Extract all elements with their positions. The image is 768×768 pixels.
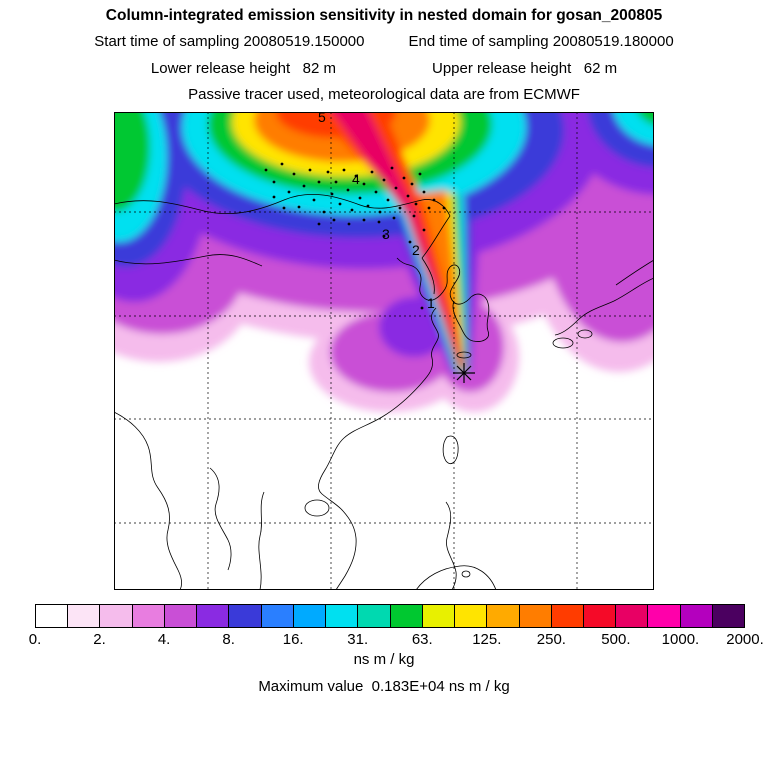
colorbar-tick: 0. — [28, 631, 42, 648]
colorbar-segment — [164, 605, 198, 627]
max-value-label: Maximum value 0.183E+04 ns m / kg — [258, 678, 510, 695]
colorbar-tick: 63. — [411, 631, 433, 648]
sensitivity-map: 1 2 3 4 5 — [114, 112, 654, 590]
colorbar-tick: 2000. — [726, 631, 764, 648]
colorbar-segment — [229, 605, 262, 627]
colorbar-segment — [197, 605, 230, 627]
coastlines — [114, 194, 654, 590]
page-title: Column-integrated emission sensitivity i… — [105, 7, 663, 24]
map-frame — [114, 112, 654, 590]
colorbar-tick: 31. — [347, 631, 369, 648]
colorbar-segment — [680, 605, 713, 627]
colorbar-segment — [132, 605, 165, 627]
colorbar-segment — [100, 605, 133, 627]
colorbar-tick: 1000. — [661, 631, 700, 648]
end-time-label: End time of sampling 20080519.180000 — [408, 33, 674, 50]
colorbar-segment — [261, 605, 294, 627]
colorbar-segment — [616, 605, 649, 627]
colorbar-segment — [36, 605, 69, 627]
colorbar-tick: 500. — [601, 631, 631, 648]
colorbar-tick: 16. — [282, 631, 304, 648]
plume-marker-label: 5 — [318, 112, 326, 125]
colorbar-tick: 8. — [222, 631, 235, 648]
receptor-star-icon — [453, 363, 475, 383]
colorbar — [35, 604, 745, 628]
sensitivity-plume — [114, 112, 654, 412]
colorbar-tick: 125. — [472, 631, 502, 648]
colorbar-segment — [326, 605, 359, 627]
plume-marker-label: 1 — [427, 295, 435, 311]
colorbar-segment — [422, 605, 456, 627]
colorbar-segment — [551, 605, 584, 627]
start-time-label: Start time of sampling 20080519.150000 — [94, 33, 365, 50]
sampling-times: Start time of sampling 20080519.150000 E… — [0, 33, 768, 50]
colorbar-tick: 250. — [536, 631, 566, 648]
tracer-note: Passive tracer used, meteorological data… — [188, 86, 580, 103]
colorbar-ticks: 0. 2. 4. 8. 16. 31. 63. 125. 250. 500. 1000. 2000. — [29, 631, 764, 649]
colorbar-segment — [487, 605, 520, 627]
colorbar-segment — [712, 605, 745, 627]
grid-lines — [114, 112, 654, 590]
colorbar-segment — [455, 605, 488, 627]
units-label: ns m / kg — [353, 651, 415, 668]
release-heights: Lower release height 82 m Upper release … — [0, 60, 768, 77]
colorbar-segment — [648, 605, 681, 627]
plume-marker-label: 4 — [352, 171, 360, 187]
plume-marker-label: 2 — [412, 242, 420, 258]
colorbar-segment — [68, 605, 101, 627]
colorbar-tick: 4. — [157, 631, 171, 648]
emission-source-dots — [264, 162, 446, 310]
upper-release-label: Upper release height 62 m — [432, 60, 618, 77]
plume-marker-label: 3 — [382, 226, 390, 242]
colorbar-tick: 2. — [93, 631, 106, 648]
plume-marker-labels: 1 2 3 4 5 — [318, 112, 435, 311]
colorbar-segment — [583, 605, 617, 627]
colorbar-segment — [358, 605, 391, 627]
colorbar-segment — [519, 605, 552, 627]
lower-release-label: Lower release height 82 m — [150, 60, 336, 77]
colorbar-segment — [390, 605, 423, 627]
colorbar-segment — [293, 605, 327, 627]
